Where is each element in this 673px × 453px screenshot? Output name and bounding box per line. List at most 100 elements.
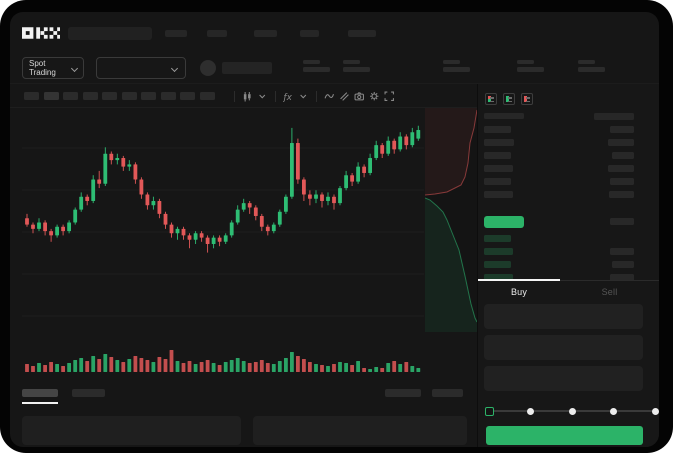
ask-row-amount: [608, 139, 634, 146]
bid-row-amount: [610, 248, 634, 255]
timeframe-button[interactable]: [160, 92, 176, 100]
icon-mark: [526, 100, 530, 102]
book-bids-icon[interactable]: [503, 93, 515, 105]
toolbar-group-divider: [316, 90, 317, 102]
line-chart-icon[interactable]: [324, 91, 335, 102]
ask-row-amount: [612, 152, 634, 159]
order-form-fields: [478, 304, 659, 404]
bottom-tab[interactable]: [72, 389, 105, 397]
bid-row-price[interactable]: [484, 235, 511, 242]
icon-mark: [524, 96, 527, 102]
tab-buy[interactable]: Buy: [510, 287, 528, 297]
timeframe-button[interactable]: [121, 92, 137, 100]
compare-icon[interactable]: [339, 91, 350, 102]
bid-row-price[interactable]: [484, 274, 513, 281]
column-divider: [477, 84, 478, 447]
stat-label-placeholder: [343, 60, 360, 64]
last-price-amount: [610, 218, 634, 225]
stat-label-placeholder: [517, 60, 534, 64]
chevron-down-icon[interactable]: [298, 91, 309, 102]
chart-toolbar-icons: ƒx: [231, 90, 395, 102]
tabbar-divider: [478, 280, 659, 281]
slider-stop-dot[interactable]: [610, 407, 617, 415]
active-tab-indicator: [478, 279, 560, 281]
okx-logo: [22, 27, 60, 39]
fullscreen-icon[interactable]: [384, 91, 395, 102]
header-divider: [10, 83, 659, 84]
ask-row-price[interactable]: [484, 178, 511, 185]
svg-text:ƒx: ƒx: [283, 92, 293, 101]
pair-dropdown[interactable]: [96, 57, 186, 79]
slider-stop-dot[interactable]: [651, 407, 659, 415]
icon-mark: [488, 96, 491, 99]
indicator-fx-icon[interactable]: ƒx: [283, 91, 294, 101]
order-input-field[interactable]: [484, 366, 643, 391]
stat-label-placeholder: [303, 60, 320, 64]
book-combined-icon[interactable]: [485, 93, 497, 105]
order-input-field[interactable]: [484, 304, 643, 329]
toolbar-divider: [10, 107, 477, 108]
ask-row-amount: [608, 165, 634, 172]
bottom-content-panel: [253, 416, 467, 445]
tab-sell[interactable]: Sell: [601, 287, 618, 297]
icon-mark: [506, 96, 509, 102]
app-window: Spot Trading ƒx: [10, 12, 659, 447]
slider-handle[interactable]: [484, 406, 494, 416]
ask-row-amount: [610, 126, 634, 133]
ask-row-price[interactable]: [484, 165, 513, 172]
timeframe-button[interactable]: [43, 92, 59, 100]
header-stats: [10, 12, 659, 92]
stat-label-placeholder: [578, 60, 595, 64]
bid-row-price[interactable]: [484, 248, 513, 255]
slider-stop-dot[interactable]: [568, 407, 576, 415]
bid-row-amount: [612, 261, 634, 268]
icon-mark: [488, 99, 491, 102]
amount-slider[interactable]: [478, 402, 659, 420]
bid-row-price[interactable]: [484, 261, 511, 268]
timeframe-button[interactable]: [180, 92, 195, 100]
candle-chart-icon[interactable]: [242, 91, 253, 102]
stat-value-placeholder: [343, 67, 370, 72]
timeframe-button[interactable]: [24, 92, 39, 100]
timeframe-button[interactable]: [63, 92, 78, 100]
nav-item-placeholder[interactable]: [348, 30, 376, 37]
logo-adjacent-placeholder: [68, 27, 152, 40]
ask-row-price[interactable]: [484, 191, 513, 198]
chevron-down-icon: [171, 65, 178, 72]
chevron-down-icon[interactable]: [257, 91, 268, 102]
timeframe-button[interactable]: [102, 92, 117, 100]
stat-value-placeholder: [303, 67, 330, 72]
bottom-content-panel: [22, 416, 241, 445]
settings-gear-icon[interactable]: [369, 91, 380, 102]
order-input-field[interactable]: [484, 335, 643, 360]
ask-row-price[interactable]: [484, 126, 511, 133]
market-type-label: Spot Trading: [29, 59, 56, 77]
orderbook-header-amount: [594, 113, 634, 120]
book-asks-icon[interactable]: [521, 93, 533, 105]
bid-row-amount: [610, 274, 634, 281]
bottom-action-placeholder[interactable]: [385, 389, 421, 397]
camera-icon[interactable]: [354, 91, 365, 102]
nav-item-placeholder[interactable]: [300, 30, 319, 37]
timeframe-button[interactable]: [141, 92, 156, 100]
stat-value-placeholder: [443, 67, 470, 72]
last-price-badge[interactable]: [484, 216, 524, 228]
slider-stop-dot[interactable]: [527, 407, 534, 415]
nav-item-placeholder[interactable]: [254, 30, 277, 37]
timeframe-button[interactable]: [82, 92, 98, 100]
candlestick-chart[interactable]: [22, 108, 424, 376]
ask-row-price[interactable]: [484, 139, 514, 146]
ask-row-amount: [610, 178, 634, 185]
coin-avatar: [200, 60, 216, 76]
nav-item-placeholder[interactable]: [207, 30, 227, 37]
nav-item-placeholder[interactable]: [165, 30, 187, 37]
bottom-action-placeholder[interactable]: [432, 389, 463, 397]
pair-name-placeholder: [222, 62, 272, 74]
buy-submit-button[interactable]: [486, 426, 643, 445]
timeframe-button[interactable]: [199, 92, 215, 100]
orderbook-rows: [478, 108, 659, 281]
bottom-tab[interactable]: [22, 389, 58, 397]
ask-row-price[interactable]: [484, 152, 511, 159]
market-type-dropdown[interactable]: Spot Trading: [22, 57, 84, 79]
